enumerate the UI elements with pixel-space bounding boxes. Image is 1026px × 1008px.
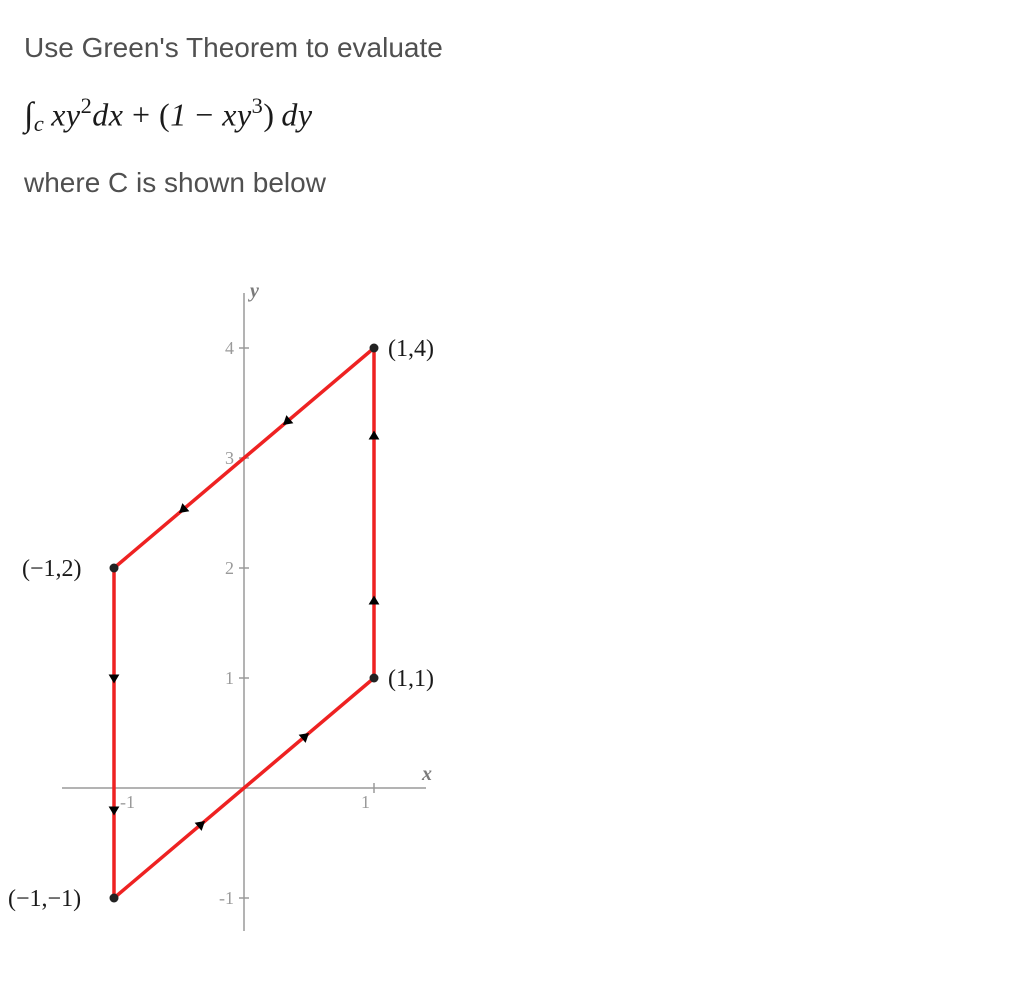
problem-intro: Use Green's Theorem to evaluate xyxy=(24,28,1002,67)
direction-arrow xyxy=(109,675,120,684)
y-tick-label: 3 xyxy=(225,448,234,468)
vertex-label: (−1,2) xyxy=(22,556,82,582)
vertex-dot xyxy=(370,344,379,353)
y-tick-label: 2 xyxy=(225,558,234,578)
x-axis-label: x xyxy=(421,763,432,785)
integral-expression: ∫c xy2dx + (1 − xy3) dy xyxy=(24,93,1002,137)
direction-arrow xyxy=(109,807,120,816)
vertex-dot xyxy=(110,564,119,573)
vertex-dot xyxy=(110,894,119,903)
y-tick-label: 1 xyxy=(225,668,234,688)
y-tick-label: -1 xyxy=(219,888,234,908)
x-tick-label: 1 xyxy=(361,792,370,812)
y-axis-label: y xyxy=(248,280,259,302)
vertex-label: (1,1) xyxy=(388,666,434,692)
direction-arrow xyxy=(369,431,380,440)
vertex-dot xyxy=(370,674,379,683)
curve-chart: -11-11234yx(−1,−1)(1,1)(1,4)(−1,2) xyxy=(24,228,464,968)
problem-where: where C is shown below xyxy=(24,163,1002,202)
vertex-label: (1,4) xyxy=(388,336,434,362)
vertex-label: (−1,−1) xyxy=(8,886,81,912)
x-tick-label: -1 xyxy=(120,792,135,812)
y-tick-label: 4 xyxy=(225,338,234,358)
direction-arrow xyxy=(369,596,380,605)
